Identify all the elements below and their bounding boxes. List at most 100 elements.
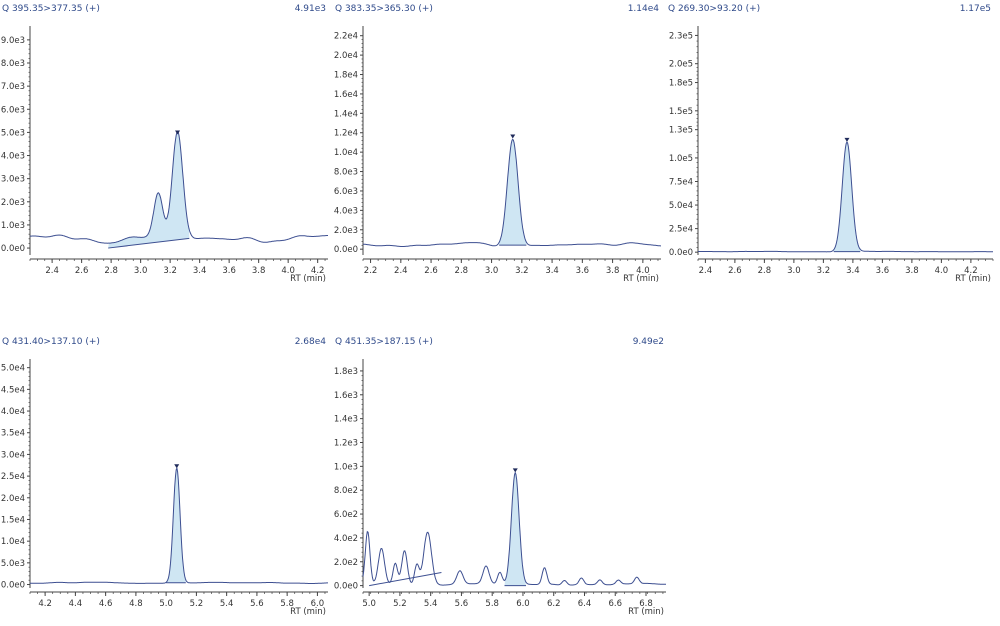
y-tick-label: 2.3e5 bbox=[669, 31, 693, 41]
y-tick-label: 4.0e3 bbox=[1, 152, 25, 162]
x-tick-label: 3.6 bbox=[222, 266, 236, 276]
y-tick-label: 2.0e2 bbox=[334, 558, 358, 568]
peak-apex-marker bbox=[510, 134, 516, 139]
y-tick-label: 0.0e0 bbox=[334, 245, 358, 255]
x-axis-title: RT (min) bbox=[955, 274, 991, 284]
x-tick-label: 3.4 bbox=[193, 266, 207, 276]
x-tick-label: 4.2 bbox=[964, 266, 978, 276]
y-tick-label: 1.3e5 bbox=[669, 126, 693, 136]
x-tick-label: 2.8 bbox=[758, 266, 772, 276]
y-tick-label: 3.5e4 bbox=[1, 429, 25, 439]
peak-apex-marker bbox=[175, 130, 181, 135]
intensity-label: 9.49e2 bbox=[633, 337, 664, 347]
y-tick-label: 7.0e3 bbox=[1, 82, 25, 92]
panel-title: Q 383.35>365.30 (+) bbox=[335, 4, 433, 14]
intensity-label: 2.68e4 bbox=[295, 337, 327, 347]
integrated-peak-area bbox=[166, 468, 186, 583]
x-tick-label: 5.4 bbox=[424, 599, 438, 609]
y-tick-label: 1.8e4 bbox=[334, 71, 358, 81]
x-tick-label: 4.8 bbox=[129, 599, 143, 609]
y-tick-label: 9.0e3 bbox=[1, 36, 25, 46]
x-tick-label: 4.0 bbox=[281, 266, 295, 276]
y-tick-label: 1.6e4 bbox=[334, 90, 358, 100]
x-tick-label: 4.0 bbox=[636, 266, 650, 276]
intensity-label: 1.17e5 bbox=[960, 4, 991, 14]
y-tick-label: 6.0e2 bbox=[334, 510, 358, 520]
y-tick-label: 1.2e4 bbox=[334, 129, 358, 139]
y-tick-label: 2.0e3 bbox=[334, 226, 358, 236]
x-tick-label: 3.8 bbox=[252, 266, 266, 276]
x-tick-label: 4.4 bbox=[69, 599, 83, 609]
x-tick-label: 4.2 bbox=[38, 599, 52, 609]
y-tick-label: 0.0e0 bbox=[669, 248, 693, 258]
y-tick-label: 1.4e3 bbox=[334, 415, 358, 425]
chromatogram-trace bbox=[362, 471, 666, 586]
x-tick-label: 2.8 bbox=[455, 266, 469, 276]
y-tick-label: 7.5e4 bbox=[669, 177, 693, 187]
y-tick-label: 1.8e3 bbox=[334, 367, 358, 377]
y-tick-label: 2.0e4 bbox=[1, 494, 25, 504]
y-tick-label: 8.0e3 bbox=[334, 168, 358, 178]
chromatogram-panel-2: Q 383.35>365.30 (+) 1.14e4 0.0e0 2.0e3 4.0e3… bbox=[334, 4, 661, 284]
y-tick-label: 1.6e3 bbox=[334, 391, 358, 401]
y-tick-label: 0.0e0 bbox=[1, 244, 25, 254]
x-axis-title: RT (min) bbox=[623, 274, 659, 284]
x-tick-label: 5.2 bbox=[393, 599, 407, 609]
x-tick-label: 5.6 bbox=[455, 599, 469, 609]
peak-apex-marker bbox=[174, 464, 180, 469]
x-tick-label: 2.4 bbox=[394, 266, 408, 276]
chromatogram-trace bbox=[29, 130, 328, 244]
panel-title: Q 451.35>187.15 (+) bbox=[335, 337, 433, 347]
x-tick-label: 4.0 bbox=[935, 266, 949, 276]
x-tick-label: 6.8 bbox=[639, 599, 653, 609]
integrated-peak-area bbox=[108, 131, 190, 249]
y-tick-label: 1.2e3 bbox=[334, 438, 358, 448]
y-tick-label: 3.0e3 bbox=[1, 175, 25, 185]
y-tick-label: 0.0e0 bbox=[1, 581, 25, 591]
x-tick-label: 3.0 bbox=[134, 266, 148, 276]
chromatogram-panel-3: Q 269.30>93.20 (+) 1.17e5 0.0e0 2.5e4 5.0e4 7… bbox=[668, 4, 994, 284]
y-tick-label: 5.0e4 bbox=[1, 364, 25, 374]
x-tick-label: 2.6 bbox=[424, 266, 438, 276]
y-tick-label: 3.0e4 bbox=[1, 450, 25, 460]
x-axis-title: RT (min) bbox=[290, 274, 326, 284]
x-tick-label: 6.4 bbox=[578, 599, 592, 609]
x-tick-label: 2.4 bbox=[699, 266, 713, 276]
x-tick-label: 5.2 bbox=[190, 599, 204, 609]
x-tick-label: 4.6 bbox=[99, 599, 113, 609]
peak-baseline bbox=[108, 237, 190, 249]
chromatogram-panel-5: Q 451.35>187.15 (+) 9.49e2 0.0e0 2.0e2 4.0e2… bbox=[334, 337, 666, 617]
x-tick-label: 5.8 bbox=[280, 599, 294, 609]
x-tick-label: 3.2 bbox=[163, 266, 177, 276]
peak-apex-marker bbox=[844, 137, 850, 142]
y-tick-label: 2.2e4 bbox=[334, 32, 358, 42]
x-axis-title: RT (min) bbox=[290, 607, 326, 617]
x-tick-label: 5.0 bbox=[159, 599, 173, 609]
x-tick-label: 3.0 bbox=[485, 266, 499, 276]
y-tick-label: 8.0e2 bbox=[334, 486, 358, 496]
x-tick-label: 2.8 bbox=[104, 266, 118, 276]
y-tick-label: 1.0e3 bbox=[1, 221, 25, 231]
x-tick-label: 5.0 bbox=[362, 599, 376, 609]
y-tick-label: 5.0e4 bbox=[669, 201, 693, 211]
x-tick-label: 3.6 bbox=[576, 266, 590, 276]
y-tick-label: 5.0e3 bbox=[1, 559, 25, 569]
y-tick-label: 4.0e3 bbox=[334, 206, 358, 216]
panel-title: Q 269.30>93.20 (+) bbox=[668, 4, 760, 14]
x-tick-label: 6.2 bbox=[547, 599, 561, 609]
y-tick-label: 4.0e2 bbox=[334, 534, 358, 544]
x-tick-label: 6.0 bbox=[516, 599, 530, 609]
chromatogram-panel-4: Q 431.40>137.10 (+) 2.68e4 0.0e0 5.0e3 1.0e4… bbox=[1, 337, 328, 617]
secondary-baseline bbox=[369, 572, 442, 587]
x-tick-label: 2.2 bbox=[364, 266, 378, 276]
y-tick-label: 1.5e4 bbox=[1, 515, 25, 525]
x-tick-label: 3.0 bbox=[787, 266, 801, 276]
x-tick-label: 3.8 bbox=[606, 266, 620, 276]
y-tick-label: 8.0e3 bbox=[1, 59, 25, 69]
y-tick-label: 1.8e5 bbox=[669, 79, 693, 89]
y-tick-label: 2.0e5 bbox=[669, 60, 693, 70]
panel-title: Q 395.35>377.35 (+) bbox=[2, 4, 100, 14]
chromatogram-trace bbox=[362, 138, 661, 247]
y-tick-label: 4.0e4 bbox=[1, 407, 25, 417]
